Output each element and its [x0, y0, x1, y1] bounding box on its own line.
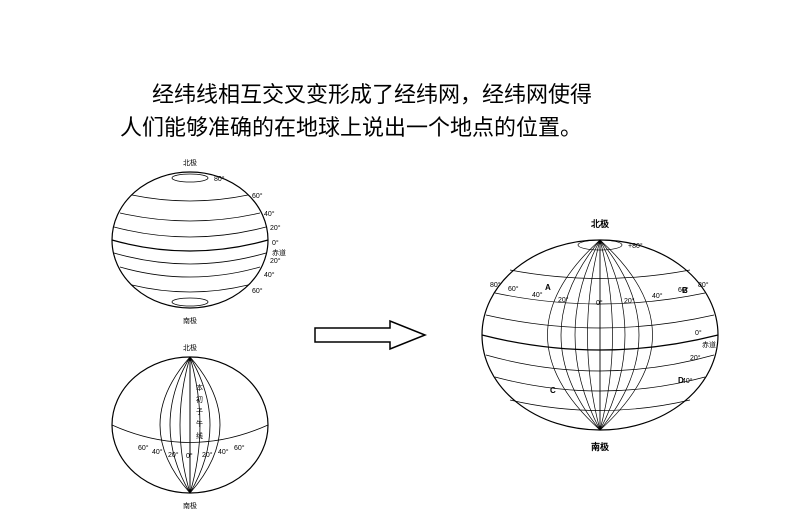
svg-text:60°: 60°	[234, 444, 245, 452]
lat-20n	[114, 227, 266, 237]
lat-equator	[112, 240, 268, 251]
svg-text:40°: 40°	[682, 377, 693, 385]
lat-80s	[172, 298, 208, 306]
lat-40n	[120, 213, 260, 221]
text-line-1: 经纬线相互交叉变形成了经纬网，经纬网使得	[152, 78, 680, 111]
svg-text:80°: 80°	[698, 281, 709, 289]
svg-text:初: 初	[196, 395, 203, 404]
svg-text:20°: 20°	[202, 451, 213, 459]
svg-text:20°: 20°	[558, 296, 569, 304]
point-a: A	[545, 283, 551, 292]
svg-text:子: 子	[196, 408, 203, 416]
south-pole-label: 南极	[591, 441, 610, 452]
combined-globe: 北极 +80° 80° 60° 40°	[460, 215, 740, 455]
lon-80e	[600, 240, 653, 430]
svg-text:40°: 40°	[264, 210, 275, 218]
lon-60w	[561, 240, 600, 430]
lon-20e	[600, 240, 613, 430]
description-text: 经纬线相互交叉变形成了经纬网，经纬网使得 人们能够准确的在地球上说出一个地点的位…	[120, 78, 680, 144]
arrow-icon	[310, 315, 430, 355]
latitude-globe: 北极 80° 60° 40° 20° 0° 赤道 20° 40° 60° 南极	[90, 155, 290, 325]
south-pole-label: 南极	[183, 501, 197, 510]
north-pole-label: 北极	[183, 158, 197, 167]
svg-text:60°: 60°	[508, 285, 519, 293]
point-c: C	[550, 386, 556, 395]
svg-text:20°: 20°	[690, 354, 701, 362]
svg-text:0°: 0°	[695, 329, 702, 337]
south-pole-label: 南极	[183, 316, 197, 325]
lon-20w	[588, 240, 601, 430]
svg-text:40°: 40°	[264, 271, 275, 279]
svg-text:40°: 40°	[152, 448, 163, 456]
north-pole-label: 北极	[591, 218, 610, 229]
svg-text:80°: 80°	[490, 281, 501, 289]
lon-20w	[180, 357, 190, 493]
svg-text:40°: 40°	[218, 448, 229, 456]
svg-text:20°: 20°	[270, 224, 281, 232]
north-pole-label: 北极	[183, 343, 197, 352]
svg-text:20°: 20°	[270, 257, 281, 265]
svg-text:60°: 60°	[252, 192, 263, 200]
equator-label: 赤道	[702, 340, 716, 349]
svg-text:60°: 60°	[138, 444, 149, 452]
svg-text:+80°: +80°	[628, 242, 643, 250]
lat-20s	[114, 253, 266, 264]
globe-outline	[112, 172, 268, 308]
svg-text:40°: 40°	[652, 292, 663, 300]
svg-text:20°: 20°	[168, 451, 179, 459]
svg-text:线: 线	[196, 431, 203, 440]
lat-60n	[132, 195, 248, 201]
svg-text:0°: 0°	[186, 452, 193, 460]
longitude-globe: 北极 60° 40° 20° 0° 20° 40° 60° 本 初 子 午	[90, 340, 290, 510]
svg-text:40°: 40°	[532, 291, 543, 299]
point-b: B	[682, 286, 688, 295]
lat-80n	[172, 174, 208, 182]
lat-60s	[132, 285, 248, 292]
svg-text:60°: 60°	[252, 287, 263, 295]
svg-text:20°: 20°	[624, 297, 635, 305]
lon-60e	[190, 357, 220, 493]
lon-60e	[600, 240, 639, 430]
svg-text:本: 本	[196, 383, 203, 392]
lon-60w	[160, 357, 190, 493]
text-line-2: 人们能够准确的在地球上说出一个地点的位置。	[120, 111, 680, 144]
lat-40s	[120, 267, 260, 277]
svg-text:0°: 0°	[272, 239, 279, 247]
lon-80w	[548, 240, 601, 430]
svg-text:0°: 0°	[596, 299, 603, 307]
diagram-area: 北极 80° 60° 40° 20° 0° 赤道 20° 40° 60° 南极	[60, 155, 740, 515]
svg-text:午: 午	[196, 419, 203, 428]
svg-text:80°: 80°	[214, 175, 225, 183]
equator-label: 赤道	[272, 248, 286, 257]
